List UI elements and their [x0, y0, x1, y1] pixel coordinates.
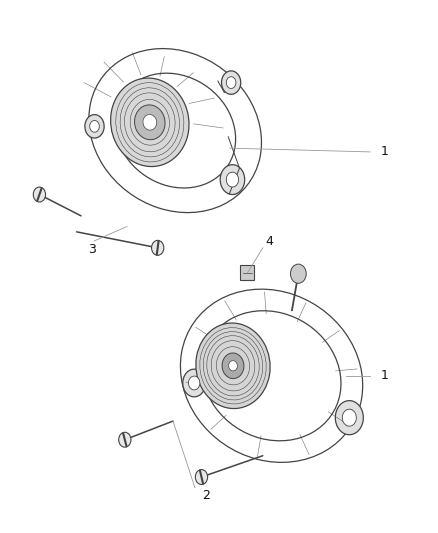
Circle shape — [188, 376, 200, 390]
Circle shape — [226, 77, 236, 88]
Text: 3: 3 — [88, 243, 96, 255]
Text: 1: 1 — [381, 146, 389, 158]
Circle shape — [85, 115, 104, 138]
Text: 1: 1 — [381, 369, 389, 382]
Circle shape — [195, 470, 208, 484]
Circle shape — [33, 187, 46, 202]
Circle shape — [336, 401, 364, 435]
Ellipse shape — [222, 353, 244, 378]
Ellipse shape — [111, 78, 189, 166]
Circle shape — [222, 71, 241, 94]
Ellipse shape — [134, 105, 165, 140]
Circle shape — [90, 120, 99, 132]
FancyBboxPatch shape — [240, 265, 254, 280]
Circle shape — [290, 264, 306, 284]
Circle shape — [343, 409, 357, 426]
Ellipse shape — [229, 361, 237, 371]
Circle shape — [119, 432, 131, 447]
Ellipse shape — [196, 323, 270, 409]
Circle shape — [226, 172, 239, 187]
Circle shape — [183, 369, 205, 397]
Ellipse shape — [143, 115, 157, 130]
Text: 4: 4 — [265, 235, 273, 248]
Circle shape — [152, 240, 164, 255]
Text: 2: 2 — [202, 489, 210, 502]
Circle shape — [220, 165, 245, 195]
